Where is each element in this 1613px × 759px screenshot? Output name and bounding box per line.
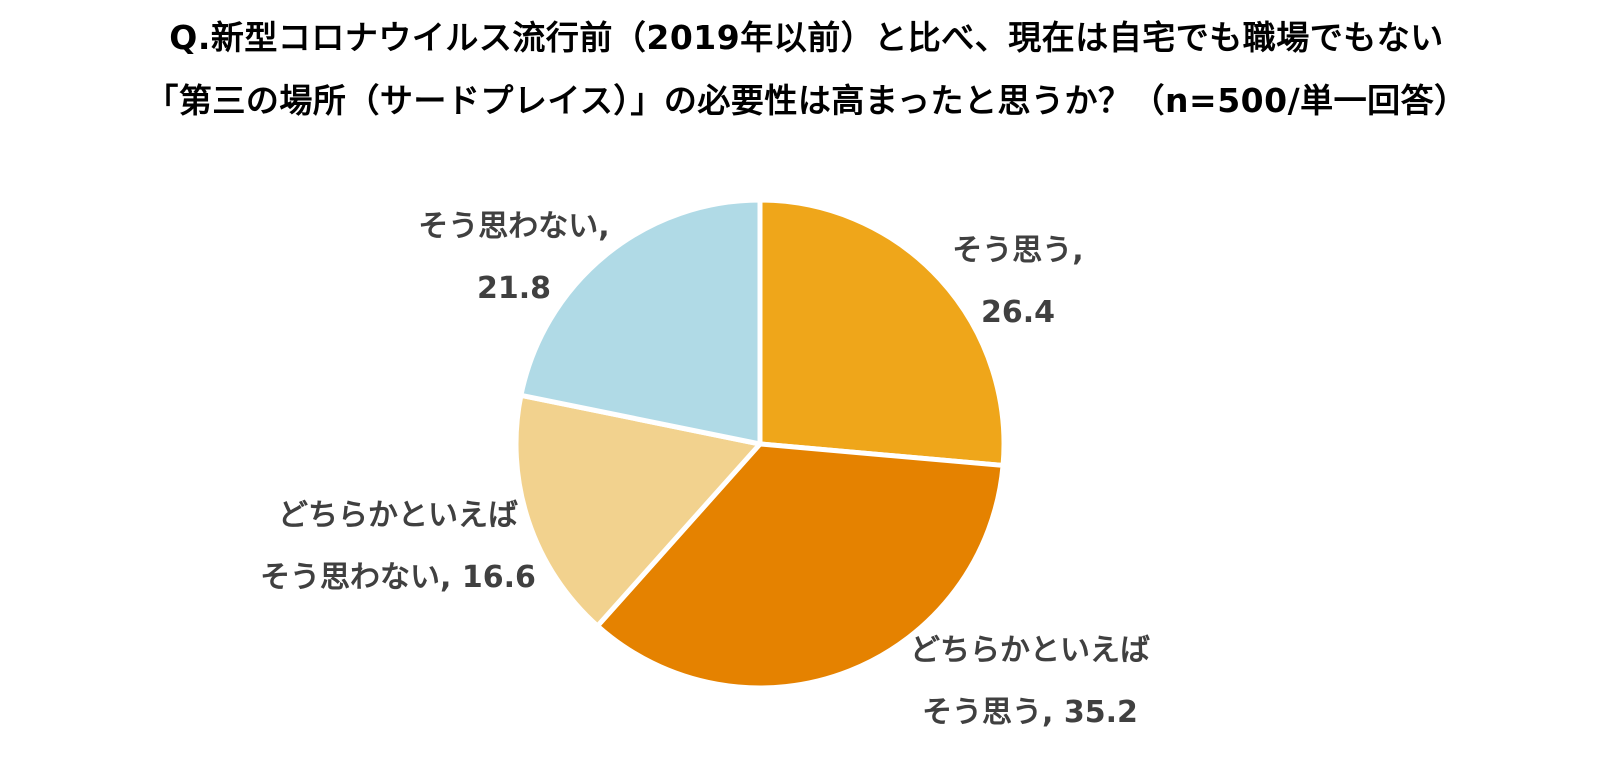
pie-label-somewhat_disagree-line-1: どちらかといえば [278, 498, 518, 533]
pie-label-somewhat_agree: どちらかといえばそう思う, 35.2 [910, 633, 1150, 730]
pie-label-agree: そう思う, 26.4 [952, 233, 1083, 330]
pie-label-disagree-line-1: そう思わない, [418, 209, 609, 244]
pie-label-agree-line-1: そう思う, [952, 233, 1083, 268]
pie-slice-somewhat_disagree [513, 392, 763, 629]
pie-slice-disagree [518, 197, 763, 447]
pie-slices [513, 197, 1007, 691]
chart-title-line-1: Q.新型コロナウイルス流行前（2019年以前）と比べ、現在は自宅でも職場でもない [169, 18, 1444, 57]
pie-slice-somewhat_agree [594, 441, 1006, 691]
pie-label-disagree-line-2: 21.8 [477, 271, 551, 306]
pie-label-somewhat_agree-line-1: どちらかといえば [910, 633, 1150, 668]
pie-label-somewhat_agree-line-2: そう思う, 35.2 [922, 695, 1138, 730]
pie-label-somewhat_disagree: どちらかといえばそう思わない, 16.6 [260, 498, 536, 595]
chart-title: Q.新型コロナウイルス流行前（2019年以前）と比べ、現在は自宅でも職場でもない… [0, 6, 1613, 132]
pie-label-disagree: そう思わない, 21.8 [418, 209, 609, 306]
pie-label-agree-line-2: 26.4 [981, 295, 1055, 330]
chart-title-line-2: 「第三の場所（サードプレイス）」の必要性は高まったと思うか？（n=500/単一回… [145, 81, 1468, 120]
pie-slice-agree [757, 197, 1007, 468]
pie-label-somewhat_disagree-line-2: そう思わない, 16.6 [260, 560, 536, 595]
